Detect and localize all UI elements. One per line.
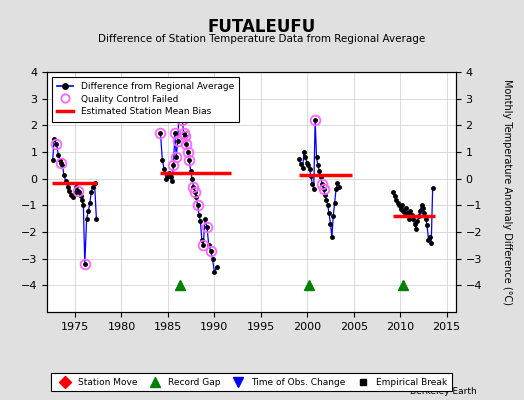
Legend: Station Move, Record Gap, Time of Obs. Change, Empirical Break: Station Move, Record Gap, Time of Obs. C… (51, 374, 452, 392)
Text: FUTALEUFU: FUTALEUFU (208, 18, 316, 36)
Legend: Difference from Regional Average, Quality Control Failed, Estimated Station Mean: Difference from Regional Average, Qualit… (52, 76, 239, 122)
Y-axis label: Monthly Temperature Anomaly Difference (°C): Monthly Temperature Anomaly Difference (… (501, 79, 511, 305)
Text: Berkeley Earth: Berkeley Earth (410, 387, 477, 396)
Text: Difference of Station Temperature Data from Regional Average: Difference of Station Temperature Data f… (99, 34, 425, 44)
